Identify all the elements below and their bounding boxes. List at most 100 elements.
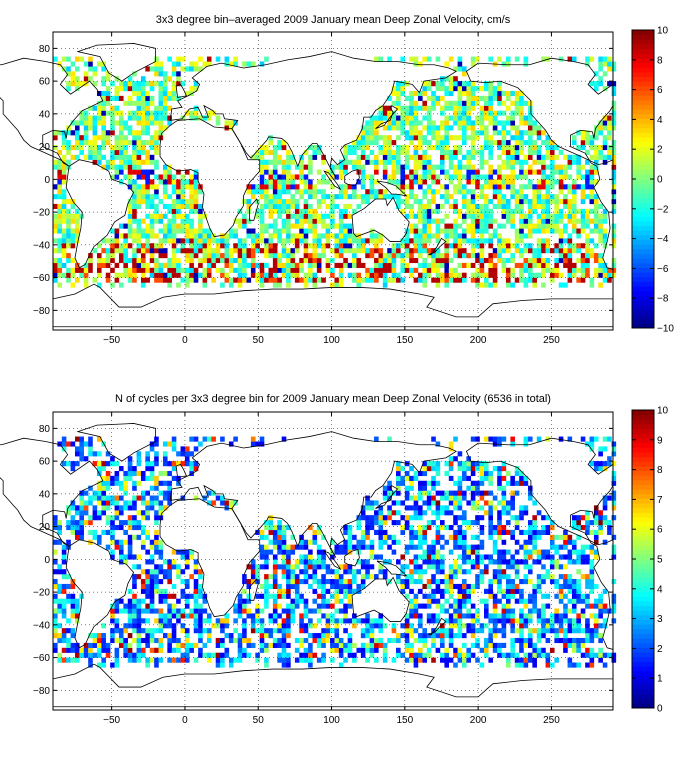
data-bin bbox=[391, 100, 397, 106]
data-bin bbox=[286, 277, 291, 283]
data-bin bbox=[532, 208, 537, 214]
data-bin bbox=[589, 184, 595, 190]
data-bin bbox=[145, 213, 150, 219]
data-bin bbox=[215, 243, 221, 249]
data-bin bbox=[470, 164, 476, 170]
data-bin bbox=[334, 633, 340, 639]
data-bin bbox=[444, 135, 450, 141]
data-bin bbox=[611, 100, 617, 106]
data-bin bbox=[440, 534, 445, 540]
data-bin bbox=[497, 90, 502, 97]
data-bin bbox=[448, 613, 454, 619]
data-bin bbox=[127, 218, 133, 224]
data-bin bbox=[479, 86, 485, 92]
data-bin bbox=[409, 140, 414, 146]
data-bin bbox=[558, 174, 564, 180]
data-bin bbox=[70, 61, 76, 67]
data-bin bbox=[83, 115, 89, 121]
data-bin bbox=[422, 637, 428, 644]
data-bin bbox=[365, 248, 370, 254]
data-bin bbox=[118, 144, 124, 151]
data-bin bbox=[316, 564, 322, 570]
data-bin bbox=[228, 228, 234, 234]
data-bin bbox=[290, 603, 296, 609]
data-bin bbox=[593, 164, 599, 170]
data-bin bbox=[457, 652, 463, 658]
data-bin bbox=[483, 238, 489, 244]
data-bin bbox=[532, 588, 537, 594]
data-bin bbox=[242, 262, 247, 268]
data-bin bbox=[563, 164, 568, 170]
data-bin bbox=[61, 549, 67, 555]
data-bin bbox=[118, 554, 124, 560]
data-bin bbox=[448, 277, 454, 283]
colorbar-tick-label: −10 bbox=[657, 324, 674, 335]
data-bin bbox=[61, 218, 67, 224]
x-tick-label: 200 bbox=[470, 335, 487, 346]
data-bin bbox=[435, 253, 441, 259]
data-bin bbox=[286, 199, 291, 205]
data-bin bbox=[527, 223, 533, 229]
data-bin bbox=[264, 598, 269, 604]
data-bin bbox=[462, 164, 467, 170]
data-bin bbox=[228, 61, 234, 67]
data-bin bbox=[549, 613, 555, 619]
data-bin bbox=[404, 233, 410, 239]
data-bin bbox=[457, 534, 463, 540]
data-bin bbox=[145, 223, 150, 229]
data-bin bbox=[426, 598, 432, 604]
data-bin bbox=[149, 213, 155, 219]
data-bin bbox=[536, 179, 542, 185]
data-bin bbox=[400, 149, 406, 156]
data-bin bbox=[136, 144, 142, 151]
data-bin bbox=[101, 95, 106, 101]
data-bin bbox=[545, 174, 551, 180]
data-bin bbox=[268, 524, 274, 531]
data-bin bbox=[448, 76, 454, 82]
data-bin bbox=[171, 637, 177, 644]
data-bin bbox=[400, 115, 406, 121]
data-bin bbox=[180, 277, 186, 283]
data-bin bbox=[549, 228, 555, 234]
data-bin bbox=[154, 637, 159, 644]
colorbar-swatch bbox=[632, 99, 654, 105]
data-bin bbox=[308, 549, 313, 555]
data-bin bbox=[554, 203, 559, 210]
data-bin bbox=[523, 115, 529, 121]
x-tick-label: 50 bbox=[253, 335, 265, 346]
data-bin bbox=[264, 583, 269, 590]
data-bin bbox=[527, 534, 533, 540]
data-bin bbox=[532, 120, 537, 126]
data-bin bbox=[140, 228, 146, 234]
data-bin bbox=[409, 559, 414, 565]
data-bin bbox=[167, 657, 172, 663]
data-bin bbox=[162, 588, 168, 594]
data-bin bbox=[470, 218, 476, 224]
data-bin bbox=[79, 115, 84, 121]
data-bin bbox=[527, 130, 533, 136]
data-bin bbox=[167, 218, 172, 224]
data-bin bbox=[268, 179, 274, 185]
data-bin bbox=[338, 574, 344, 580]
data-bin bbox=[321, 277, 326, 283]
data-bin bbox=[180, 203, 186, 210]
data-bin bbox=[536, 618, 542, 624]
data-bin bbox=[154, 105, 159, 111]
data-bin bbox=[88, 647, 93, 653]
data-bin bbox=[171, 272, 177, 278]
data-bin bbox=[281, 159, 287, 165]
data-bin bbox=[488, 218, 493, 224]
data-bin bbox=[343, 164, 348, 170]
data-bin bbox=[334, 233, 340, 239]
data-bin bbox=[118, 115, 124, 121]
data-bin bbox=[118, 633, 124, 639]
data-bins bbox=[53, 436, 617, 668]
data-bin bbox=[286, 554, 291, 560]
data-bin bbox=[57, 623, 62, 629]
data-bin bbox=[281, 144, 287, 151]
data-bin bbox=[444, 125, 450, 131]
data-bin bbox=[316, 257, 322, 264]
data-bin bbox=[440, 203, 445, 210]
data-bin bbox=[127, 549, 133, 555]
data-bin bbox=[220, 272, 225, 278]
